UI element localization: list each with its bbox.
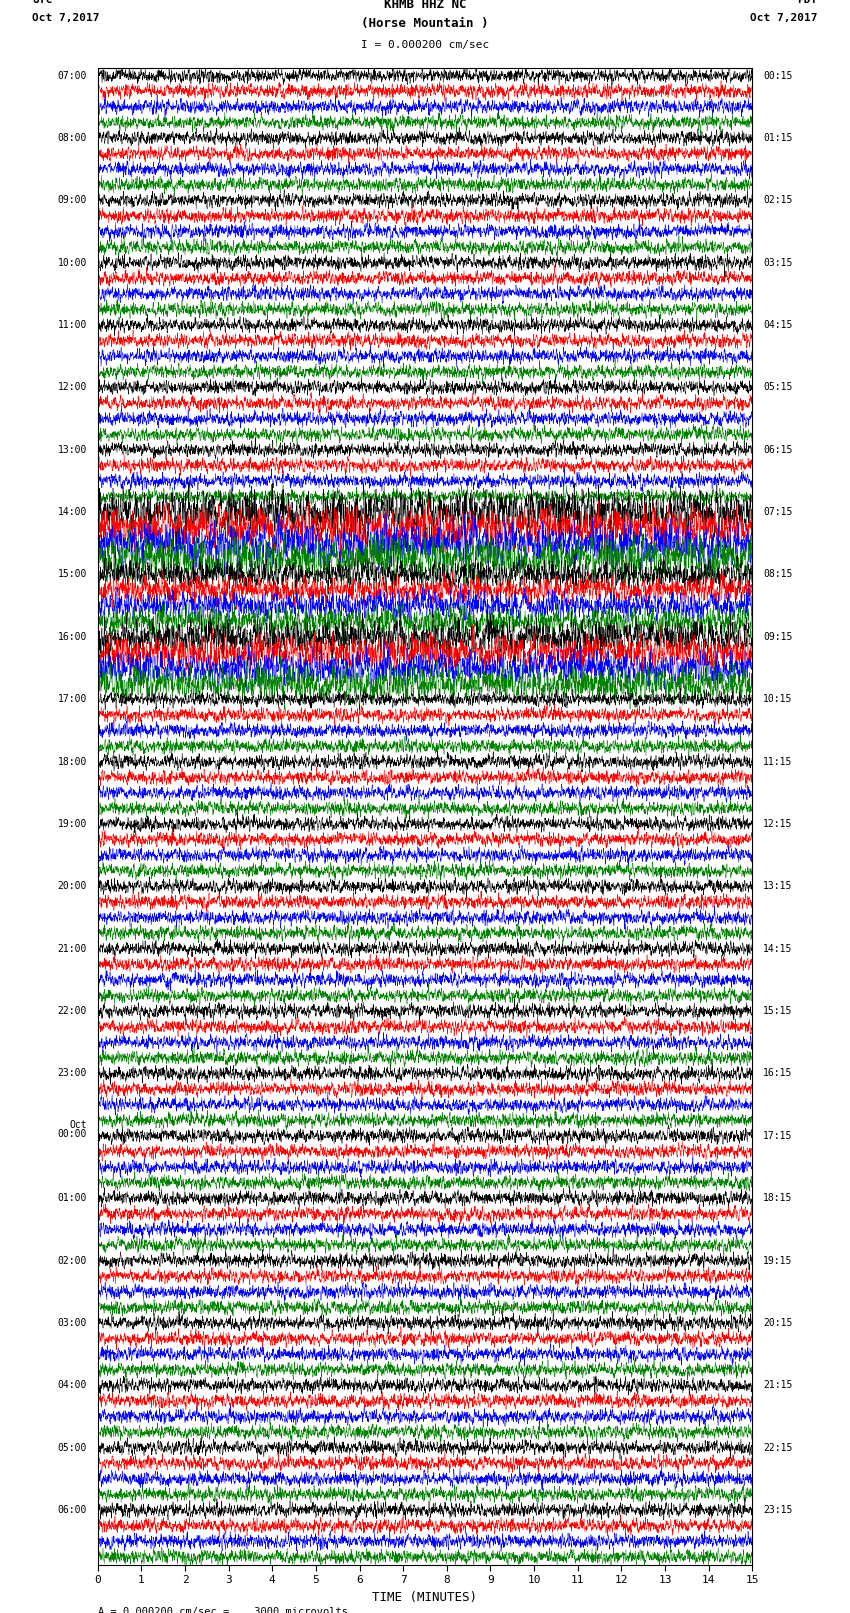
Text: 00:00: 00:00 bbox=[58, 1129, 87, 1139]
Text: Oct 7,2017: Oct 7,2017 bbox=[751, 13, 818, 23]
Text: 00:15: 00:15 bbox=[763, 71, 792, 81]
Text: Oct 7,2017: Oct 7,2017 bbox=[32, 13, 99, 23]
Text: 02:00: 02:00 bbox=[58, 1255, 87, 1266]
Text: 01:15: 01:15 bbox=[763, 132, 792, 144]
Text: 22:15: 22:15 bbox=[763, 1442, 792, 1453]
Text: 19:00: 19:00 bbox=[58, 819, 87, 829]
Text: 23:00: 23:00 bbox=[58, 1068, 87, 1079]
X-axis label: TIME (MINUTES): TIME (MINUTES) bbox=[372, 1590, 478, 1603]
Text: 20:15: 20:15 bbox=[763, 1318, 792, 1327]
Text: 08:15: 08:15 bbox=[763, 569, 792, 579]
Text: 12:00: 12:00 bbox=[58, 382, 87, 392]
Text: 15:15: 15:15 bbox=[763, 1007, 792, 1016]
Text: 01:00: 01:00 bbox=[58, 1194, 87, 1203]
Text: 03:00: 03:00 bbox=[58, 1318, 87, 1327]
Text: (Horse Mountain ): (Horse Mountain ) bbox=[361, 18, 489, 31]
Text: 18:15: 18:15 bbox=[763, 1194, 792, 1203]
Text: 04:15: 04:15 bbox=[763, 319, 792, 331]
Text: 02:15: 02:15 bbox=[763, 195, 792, 205]
Text: 16:00: 16:00 bbox=[58, 632, 87, 642]
Text: 08:00: 08:00 bbox=[58, 132, 87, 144]
Text: 21:00: 21:00 bbox=[58, 944, 87, 953]
Text: Oct: Oct bbox=[69, 1119, 87, 1129]
Text: 03:15: 03:15 bbox=[763, 258, 792, 268]
Text: I = 0.000200 cm/sec: I = 0.000200 cm/sec bbox=[361, 40, 489, 50]
Text: 09:00: 09:00 bbox=[58, 195, 87, 205]
Text: 11:00: 11:00 bbox=[58, 319, 87, 331]
Text: 21:15: 21:15 bbox=[763, 1381, 792, 1390]
Text: KHMB HHZ NC: KHMB HHZ NC bbox=[383, 0, 467, 11]
Text: 17:15: 17:15 bbox=[763, 1131, 792, 1140]
Text: 17:00: 17:00 bbox=[58, 694, 87, 705]
Text: 13:00: 13:00 bbox=[58, 445, 87, 455]
Text: 09:15: 09:15 bbox=[763, 632, 792, 642]
Text: 05:15: 05:15 bbox=[763, 382, 792, 392]
Text: 19:15: 19:15 bbox=[763, 1255, 792, 1266]
Text: 14:15: 14:15 bbox=[763, 944, 792, 953]
Text: 10:00: 10:00 bbox=[58, 258, 87, 268]
Text: 13:15: 13:15 bbox=[763, 881, 792, 892]
Text: 06:15: 06:15 bbox=[763, 445, 792, 455]
Text: 16:15: 16:15 bbox=[763, 1068, 792, 1079]
Text: 23:15: 23:15 bbox=[763, 1505, 792, 1515]
Text: 07:00: 07:00 bbox=[58, 71, 87, 81]
Text: 11:15: 11:15 bbox=[763, 756, 792, 766]
Text: 12:15: 12:15 bbox=[763, 819, 792, 829]
Text: 05:00: 05:00 bbox=[58, 1442, 87, 1453]
Text: 18:00: 18:00 bbox=[58, 756, 87, 766]
Text: 22:00: 22:00 bbox=[58, 1007, 87, 1016]
Text: 07:15: 07:15 bbox=[763, 506, 792, 518]
Text: PDT: PDT bbox=[797, 0, 818, 5]
Text: 14:00: 14:00 bbox=[58, 506, 87, 518]
Text: 06:00: 06:00 bbox=[58, 1505, 87, 1515]
Text: A = 0.000200 cm/sec =    3000 microvolts: A = 0.000200 cm/sec = 3000 microvolts bbox=[98, 1607, 348, 1613]
Text: 10:15: 10:15 bbox=[763, 694, 792, 705]
Text: 20:00: 20:00 bbox=[58, 881, 87, 892]
Text: UTC: UTC bbox=[32, 0, 53, 5]
Text: 15:00: 15:00 bbox=[58, 569, 87, 579]
Text: 04:00: 04:00 bbox=[58, 1381, 87, 1390]
